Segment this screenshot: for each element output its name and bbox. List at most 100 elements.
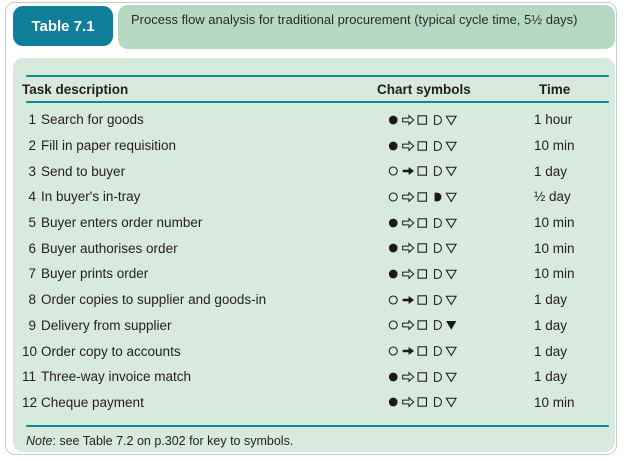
table-row: 1 Search for goods 1 hour xyxy=(13,107,615,133)
delay-open-icon xyxy=(433,346,442,356)
row-task: Order copies to supplier and goods-in xyxy=(41,292,267,308)
row-time: 10 min xyxy=(534,266,575,282)
row-time: ½ day xyxy=(534,189,571,205)
storage-open-icon xyxy=(445,166,457,177)
table-row: 9 Delivery from supplier 1 day xyxy=(13,313,615,339)
note-text: : see Table 7.2 on p.302 for key to symb… xyxy=(52,434,294,449)
row-task: Buyer enters order number xyxy=(41,215,203,231)
delay-open-icon xyxy=(433,140,442,151)
transport-open-icon xyxy=(401,320,414,331)
row-task: In buyer's in-tray xyxy=(41,189,141,205)
row-number: 12 xyxy=(22,394,38,410)
inspection-open-icon xyxy=(417,140,427,151)
transport-open-icon xyxy=(401,192,414,202)
transport-filled-icon xyxy=(402,295,414,304)
operation-filled-icon xyxy=(388,115,398,125)
table-title-box: Process flow analysis for traditional pr… xyxy=(118,5,615,49)
delay-open-icon xyxy=(433,371,442,382)
row-symbols xyxy=(371,139,529,153)
storage-open-icon xyxy=(445,346,457,357)
storage-open-icon xyxy=(445,295,457,305)
row-time: 10 min xyxy=(534,240,575,256)
operation-open-icon xyxy=(388,192,398,202)
operation-open-icon xyxy=(388,166,398,176)
inspection-open-icon xyxy=(417,320,427,331)
transport-open-icon xyxy=(401,371,414,382)
inspection-open-icon xyxy=(417,269,427,279)
row-symbols xyxy=(371,344,529,358)
row-number: 1 xyxy=(28,112,36,128)
row-symbols xyxy=(371,318,529,332)
operation-filled-icon xyxy=(388,372,398,382)
table-figure: Table 7.1 Process flow analysis for trad… xyxy=(5,2,617,455)
transport-open-icon xyxy=(401,269,414,279)
storage-open-icon xyxy=(445,398,457,408)
table-row: 5 Buyer enters order number 10 min xyxy=(13,210,615,236)
table-rows: 1 Search for goods 1 hour 2 Fill in pape… xyxy=(13,107,615,415)
table-row: 8 Order copies to supplier and goods-in … xyxy=(13,287,615,313)
delay-open-icon xyxy=(433,243,442,254)
row-number: 8 xyxy=(28,292,36,308)
operation-open-icon xyxy=(388,295,398,305)
row-number: 3 xyxy=(28,163,36,179)
row-symbols xyxy=(371,216,529,230)
delay-filled-icon xyxy=(434,192,441,202)
row-number: 5 xyxy=(28,215,36,231)
table-row: 3 Send to buyer 1 day xyxy=(13,158,615,184)
table-row: 11 Three-way invoice match 1 day xyxy=(13,364,615,390)
transport-filled-icon xyxy=(402,167,414,176)
row-number: 2 xyxy=(28,138,36,154)
row-symbols xyxy=(371,293,529,307)
row-time: 1 day xyxy=(534,292,568,308)
operation-filled-icon xyxy=(388,141,398,150)
storage-open-icon xyxy=(445,243,457,254)
row-time: 1 day xyxy=(534,317,568,333)
storage-filled-icon xyxy=(446,321,457,331)
table-note: Note: see Table 7.2 on p.302 for key to … xyxy=(26,434,605,448)
table-row: 12 Cheque payment 10 min xyxy=(13,390,615,416)
row-symbols xyxy=(371,164,529,178)
transport-open-icon xyxy=(401,140,414,151)
storage-open-icon xyxy=(445,115,457,125)
delay-open-icon xyxy=(433,166,442,177)
operation-filled-icon xyxy=(388,269,398,279)
transport-open-icon xyxy=(401,243,414,254)
inspection-open-icon xyxy=(417,346,427,356)
row-symbols xyxy=(371,370,529,384)
storage-open-icon xyxy=(445,192,457,202)
operation-filled-icon xyxy=(388,398,398,407)
inspection-open-icon xyxy=(417,397,427,408)
row-task: Three-way invoice match xyxy=(41,369,192,385)
column-header-time: Time xyxy=(539,81,571,97)
row-symbols xyxy=(371,395,529,409)
row-task: Order copy to accounts xyxy=(41,343,181,359)
table-number-label: Table 7.1 xyxy=(31,17,95,35)
table-row: 2 Fill in paper requisition 10 min xyxy=(13,133,615,159)
divider-header xyxy=(26,101,609,103)
transport-open-icon xyxy=(401,397,414,408)
row-time: 1 day xyxy=(534,369,568,385)
row-time: 10 min xyxy=(534,394,575,410)
row-symbols xyxy=(371,113,529,127)
row-number: 9 xyxy=(28,317,36,333)
table-panel: Task description Chart symbols Time 1 Se… xyxy=(13,58,615,452)
delay-open-icon xyxy=(433,269,442,279)
row-task: Send to buyer xyxy=(41,163,126,179)
storage-open-icon xyxy=(445,141,457,151)
row-number: 4 xyxy=(28,189,36,205)
row-time: 10 min xyxy=(534,215,575,231)
row-symbols xyxy=(371,267,529,281)
row-task: Fill in paper requisition xyxy=(41,138,177,154)
inspection-open-icon xyxy=(417,115,427,125)
row-number: 6 xyxy=(28,240,36,256)
column-header-task: Task description xyxy=(22,81,129,97)
row-task: Buyer authorises order xyxy=(41,240,178,256)
column-header-symbols: Chart symbols xyxy=(377,81,471,97)
table-title: Process flow analysis for traditional pr… xyxy=(131,12,578,27)
delay-open-icon xyxy=(433,320,442,331)
row-number: 11 xyxy=(22,369,37,385)
row-number: 7 xyxy=(28,266,36,282)
inspection-open-icon xyxy=(417,166,427,176)
row-task: Cheque payment xyxy=(41,394,144,410)
